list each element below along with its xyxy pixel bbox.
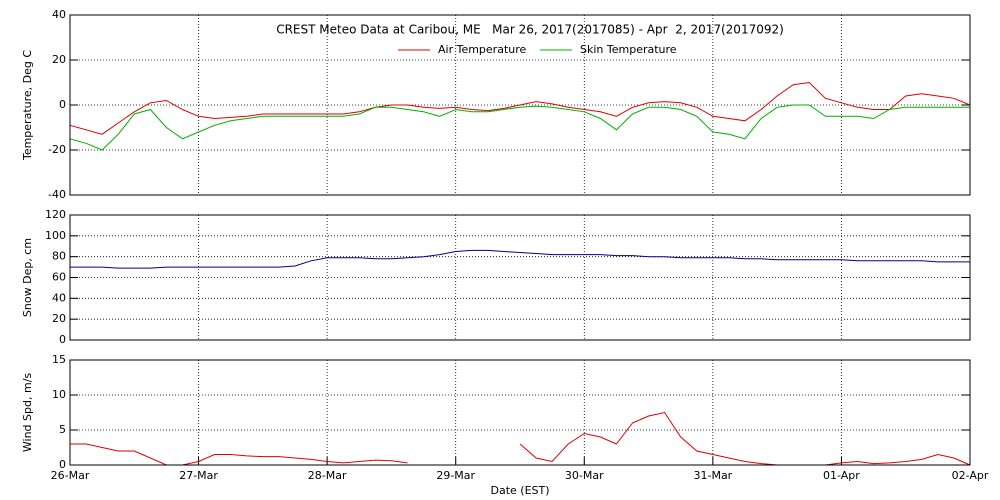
x-tick-label: 27-Mar — [179, 469, 218, 482]
chart-title: CREST Meteo Data at Caribou, ME Mar 26, … — [276, 23, 784, 37]
x-tick-label: 02-Apr — [952, 469, 989, 482]
legend-label: Air Temperature — [438, 43, 527, 56]
y-tick-label: 0 — [59, 98, 66, 111]
y-tick-label: 60 — [52, 271, 66, 284]
x-tick-label: 28-Mar — [308, 469, 347, 482]
plot-frame — [69, 214, 971, 341]
y-tick-label: 40 — [52, 8, 66, 21]
series-line — [70, 411, 971, 466]
y-tick-label: 100 — [45, 229, 66, 242]
y-tick-label: -40 — [48, 188, 66, 201]
y-tick-label: -20 — [48, 143, 66, 156]
y-axis-label: Snow Dep, cm — [21, 238, 34, 317]
x-tick-label: 30-Mar — [565, 469, 604, 482]
y-tick-label: 40 — [52, 291, 66, 304]
y-tick-label: 120 — [45, 208, 66, 221]
series-line — [69, 104, 970, 151]
y-tick-label: 15 — [52, 353, 66, 366]
x-tick-label: 26-Mar — [51, 469, 90, 482]
legend-label: Skin Temperature — [580, 43, 677, 56]
y-tick-label: 10 — [52, 388, 66, 401]
x-tick-label: 29-Mar — [436, 469, 475, 482]
y-axis-label: Wind Spd, m/s — [21, 373, 34, 453]
y-tick-label: 20 — [52, 53, 66, 66]
y-axis-label: Temperature, Deg C — [21, 50, 34, 161]
y-tick-label: 0 — [59, 458, 66, 471]
x-tick-label: 01-Apr — [823, 469, 860, 482]
plot-frame — [69, 359, 971, 466]
x-tick-label: 31-Mar — [693, 469, 732, 482]
series-line — [69, 81, 971, 135]
y-tick-label: 80 — [52, 250, 66, 263]
y-tick-label: 5 — [59, 423, 66, 436]
series-line — [70, 249, 970, 269]
plot-frame — [69, 14, 971, 196]
x-axis-label: Date (EST) — [490, 484, 549, 497]
y-tick-label: 20 — [52, 312, 66, 325]
y-tick-label: 0 — [59, 333, 66, 346]
